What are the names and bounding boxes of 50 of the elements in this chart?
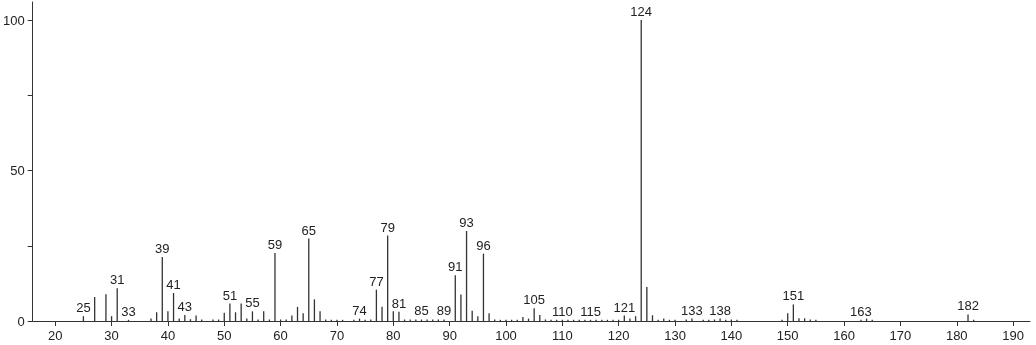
annotation: 110 — [551, 303, 573, 319]
annotation: 31 — [109, 272, 125, 288]
annotation: 43 — [177, 298, 193, 314]
x-tick-label: 170 — [889, 328, 912, 343]
x-tick-label: 130 — [664, 328, 686, 343]
x-tick-label: 100 — [495, 328, 517, 343]
annotation: 85 — [414, 303, 429, 319]
annotation: 79 — [380, 219, 395, 235]
annotation: 138 — [709, 302, 731, 318]
x-tick-label: 190 — [1002, 328, 1024, 343]
annotation: 133 — [681, 302, 703, 318]
x-tick-label: 40 — [160, 328, 176, 343]
y-tick-label: 100 — [2, 12, 25, 28]
annotation: 115 — [580, 303, 601, 319]
annotation: 39 — [155, 240, 170, 256]
y-tick-label: 0 — [17, 313, 25, 329]
x-tick-label: 120 — [607, 328, 630, 343]
annotation: 51 — [222, 287, 238, 303]
x-tick-label: 160 — [833, 328, 855, 343]
annotation: 121 — [613, 299, 636, 315]
annotation: 182 — [957, 298, 979, 314]
x-tick-label: 50 — [217, 328, 232, 343]
annotation: 77 — [369, 273, 384, 289]
annotation: 59 — [267, 236, 283, 252]
annotation: 33 — [121, 303, 136, 319]
annotation: 96 — [476, 237, 491, 253]
annotation: 93 — [459, 215, 474, 231]
annotation: 65 — [301, 222, 317, 238]
x-tick-label: 150 — [776, 328, 799, 343]
annotation: 91 — [448, 259, 463, 275]
x-tick-label: 140 — [720, 328, 743, 343]
x-tick-label: 70 — [329, 328, 345, 343]
annotation: 105 — [523, 292, 546, 308]
annotation: 81 — [391, 295, 407, 311]
x-tick-label: 20 — [47, 328, 63, 343]
x-tick-label: 90 — [442, 328, 457, 343]
annotation: 55 — [245, 295, 260, 311]
y-tick-label: 50 — [10, 163, 25, 179]
x-tick-label: 60 — [273, 328, 288, 343]
annotation: 89 — [436, 303, 452, 319]
x-tick-label: 110 — [551, 328, 573, 343]
x-tick-label: 80 — [386, 328, 401, 343]
annotation: 41 — [166, 277, 181, 293]
x-tick-label: 30 — [104, 328, 119, 343]
annotation: 151 — [782, 288, 805, 304]
x-tick-label: 180 — [945, 328, 968, 343]
annotation: 74 — [352, 302, 367, 318]
annotation: 25 — [76, 300, 91, 316]
annotation: 163 — [850, 303, 872, 319]
annotation: 124 — [630, 4, 653, 20]
